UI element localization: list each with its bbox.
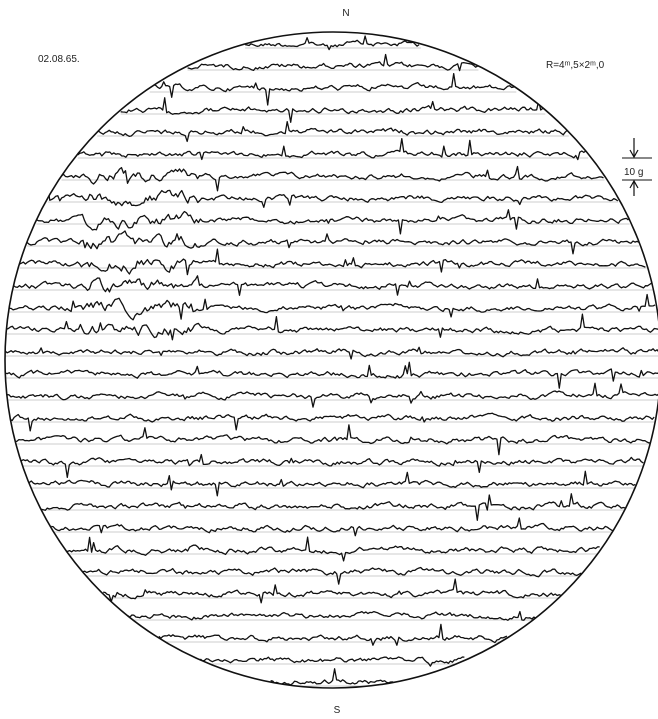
trace <box>51 517 614 537</box>
north-label: N <box>342 8 349 19</box>
trace <box>244 35 420 51</box>
trace <box>96 120 568 143</box>
scale-label: 10 g <box>624 167 643 178</box>
trace <box>9 293 656 321</box>
trace <box>19 248 646 276</box>
trace <box>199 656 465 667</box>
trace <box>28 470 636 497</box>
trace <box>6 313 658 341</box>
raster-label: R=4ᵐ,5×2ᵐ,0 <box>546 60 605 71</box>
trace <box>65 536 600 562</box>
trace <box>47 186 619 208</box>
trace <box>187 53 478 72</box>
trace <box>5 361 658 389</box>
trace <box>149 72 517 106</box>
trace <box>13 275 652 296</box>
date-label: 02.08.65. <box>38 54 80 65</box>
trace <box>26 230 640 255</box>
south-label: S <box>334 705 341 716</box>
trace <box>36 209 629 235</box>
trace <box>5 346 658 360</box>
trace <box>120 97 545 123</box>
trace <box>61 165 604 192</box>
trace <box>14 424 651 456</box>
disk-outline <box>4 31 658 689</box>
scale-arrowhead-top <box>629 149 639 159</box>
trace <box>82 566 584 585</box>
scale-marker: 10 g <box>622 138 652 196</box>
trace <box>127 610 539 621</box>
trace <box>9 412 655 432</box>
trace <box>38 493 626 521</box>
traces <box>5 35 658 687</box>
trace <box>6 382 658 408</box>
trace <box>77 137 588 161</box>
trace <box>158 623 508 646</box>
trace <box>270 668 395 686</box>
trace <box>103 578 562 604</box>
trace <box>20 453 644 479</box>
